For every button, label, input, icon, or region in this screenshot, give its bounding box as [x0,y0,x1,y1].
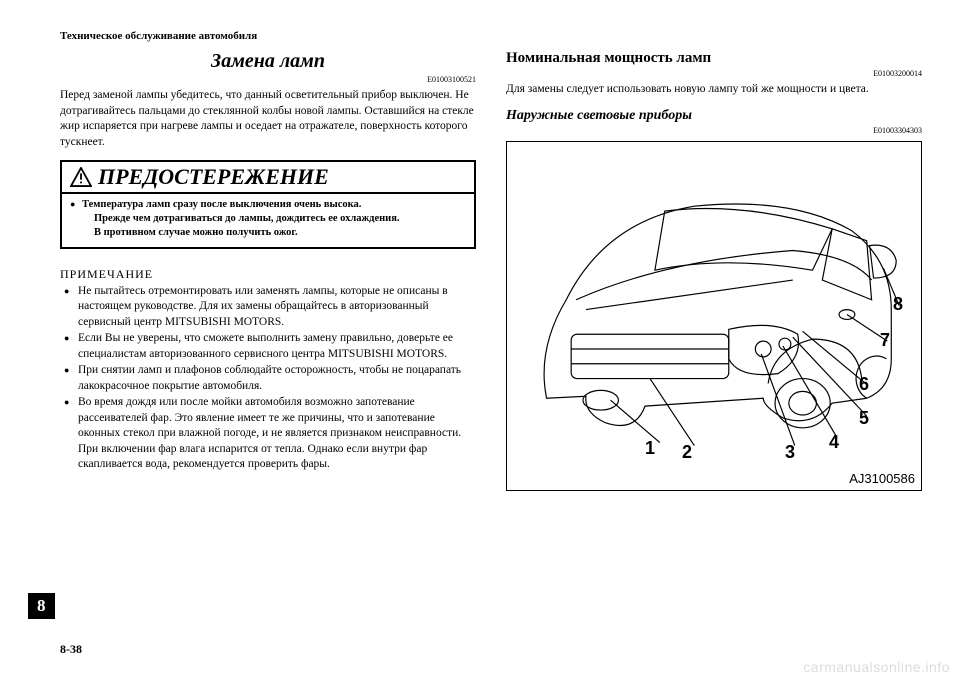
chapter-tab: 8 [28,593,55,619]
callout-3: 3 [785,442,795,463]
warning-body: Температура ламп сразу после выключения … [62,194,474,247]
vehicle-figure: 1 2 3 4 5 6 7 8 AJ3100586 [506,141,922,491]
right-column: Номинальная мощность ламп E01003200014 Д… [506,50,922,659]
watermark: carmanualsonline.info [803,659,950,675]
warning-item: Температура ламп сразу после выключения … [70,198,466,241]
section-title: Номинальная мощность ламп [506,50,922,67]
figure-code: AJ3100586 [849,471,915,486]
warning-box: ПРЕДОСТЕРЕЖЕНИЕ Температура ламп сразу п… [60,160,476,249]
warning-title: ПРЕДОСТЕРЕЖЕНИЕ [98,164,329,190]
callout-1: 1 [645,438,655,459]
section-body: Для замены следует использовать новую ла… [506,82,922,98]
topic-code-3: E01003304303 [506,126,922,135]
left-column: Замена ламп E01003100521 Перед заменой л… [60,50,476,659]
topic-code-2: E01003200014 [506,69,922,78]
warning-line: Температура ламп сразу после выключения … [82,199,361,210]
vehicle-line-art-icon [517,152,911,477]
warning-triangle-icon [70,167,92,187]
page-number: 8-38 [60,642,82,657]
warning-title-row: ПРЕДОСТЕРЕЖЕНИЕ [62,162,474,194]
callout-7: 7 [880,330,890,351]
warning-line: В противном случае можно получить ожог. [82,226,466,240]
callout-6: 6 [859,374,869,395]
running-header: Техническое обслуживание автомобиля [60,30,922,42]
note-heading: ПРИМЕЧАНИЕ [60,267,476,282]
note-item: Если Вы не уверены, что сможете выполнит… [60,331,476,362]
note-item: При снятии ламп и плафонов соблюдайте ос… [60,363,476,394]
warning-line: Прежде чем дотрагиваться до лампы, дожди… [82,212,466,226]
note-item: Не пытайтесь отремонтировать или заменят… [60,284,476,331]
note-list: Не пытайтесь отремонтировать или заменят… [60,284,476,473]
callout-4: 4 [829,432,839,453]
main-title: Замена ламп [60,50,476,73]
callout-5: 5 [859,408,869,429]
intro-paragraph: Перед заменой лампы убедитесь, что данны… [60,88,476,150]
subsection-title: Наружные световые приборы [506,108,922,124]
callout-2: 2 [682,442,692,463]
topic-code-1: E01003100521 [60,75,476,84]
note-item: Во время дождя или после мойки автомобил… [60,395,476,473]
callout-8: 8 [893,294,903,315]
